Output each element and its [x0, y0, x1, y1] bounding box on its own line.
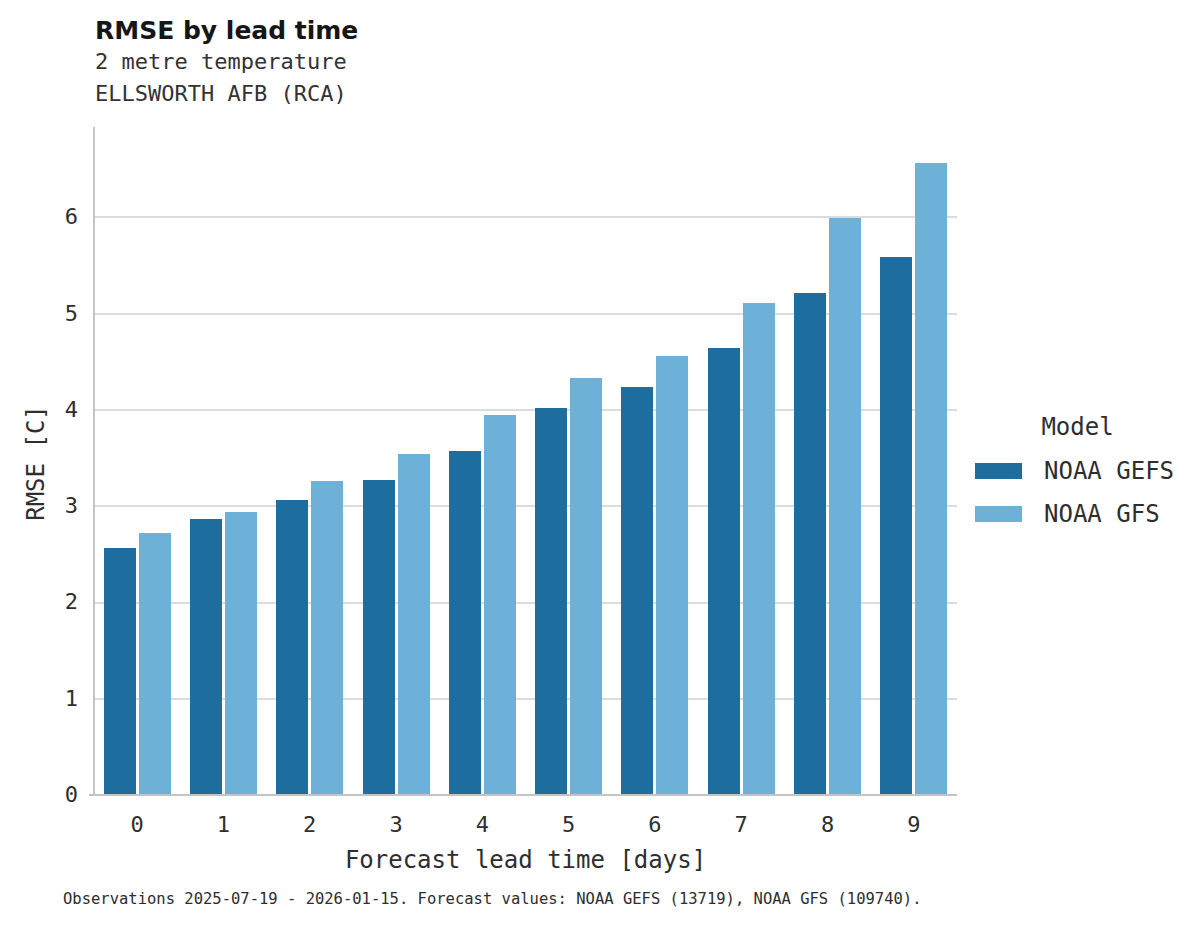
- legend-item-noaa-gfs: NOAA GFS: [975, 500, 1180, 528]
- x-tick-label: 4: [439, 812, 525, 838]
- bar-group-lead-0: [94, 127, 180, 795]
- footer-caption: Observations 2025-07-19 - 2026-01-15. Fo…: [63, 889, 922, 909]
- bar-group-lead-2: [267, 127, 353, 795]
- x-tick-label: 3: [353, 812, 439, 838]
- legend-label: NOAA GEFS: [1044, 457, 1174, 485]
- bar-group-lead-7: [698, 127, 784, 795]
- y-tick-label: 6: [18, 204, 78, 230]
- bar-noaa-gefs-lead-8: [794, 293, 826, 795]
- bar-noaa-gefs-lead-3: [363, 480, 395, 795]
- x-tick-label: 8: [784, 812, 870, 838]
- bar-noaa-gfs-lead-7: [743, 303, 775, 795]
- bar-group-lead-5: [526, 127, 612, 795]
- x-axis-label: Forecast lead time [days]: [94, 846, 957, 874]
- legend-label: NOAA GFS: [1044, 500, 1160, 528]
- bar-noaa-gefs-lead-9: [880, 257, 912, 795]
- bar-noaa-gefs-lead-4: [449, 451, 481, 795]
- bar-noaa-gfs-lead-0: [139, 533, 171, 795]
- bar-group-lead-6: [612, 127, 698, 795]
- x-tick-label: 0: [94, 812, 180, 838]
- y-tick-label: 3: [18, 493, 78, 519]
- x-tick-label: 2: [267, 812, 353, 838]
- x-tick-label: 6: [612, 812, 698, 838]
- y-tick-label: 1: [18, 686, 78, 712]
- x-tick-label: 1: [180, 812, 266, 838]
- bar-group-lead-3: [353, 127, 439, 795]
- y-tick-label: 0: [18, 782, 78, 808]
- bar-noaa-gfs-lead-2: [311, 481, 343, 795]
- y-tick-label: 4: [18, 397, 78, 423]
- bar-group-lead-8: [784, 127, 870, 795]
- chart-title: RMSE by lead time: [95, 16, 358, 46]
- bar-noaa-gefs-lead-0: [104, 548, 136, 795]
- chart-subtitle-station: ELLSWORTH AFB (RCA): [95, 78, 358, 110]
- legend: Model NOAA GEFS NOAA GFS: [975, 412, 1180, 528]
- legend-title: Model: [975, 412, 1180, 442]
- legend-rows: NOAA GEFS NOAA GFS: [975, 457, 1180, 528]
- x-tick-label: 9: [871, 812, 957, 838]
- title-block: RMSE by lead time 2 metre temperature EL…: [95, 16, 358, 110]
- bar-group-lead-1: [180, 127, 266, 795]
- y-tick-label: 2: [18, 589, 78, 615]
- y-axis-spine: [93, 127, 95, 796]
- x-tick-label: 5: [526, 812, 612, 838]
- bar-noaa-gefs-lead-6: [621, 387, 653, 795]
- bar-noaa-gefs-lead-2: [276, 500, 308, 795]
- y-tick-label: 5: [18, 301, 78, 327]
- plot-area: [94, 127, 957, 795]
- legend-swatch: [975, 506, 1022, 522]
- bar-noaa-gefs-lead-7: [708, 348, 740, 795]
- bar-noaa-gfs-lead-4: [484, 415, 516, 795]
- legend-item-noaa-gefs: NOAA GEFS: [975, 457, 1180, 485]
- bar-noaa-gfs-lead-5: [570, 378, 602, 795]
- bar-noaa-gfs-lead-3: [398, 454, 430, 795]
- bar-noaa-gefs-lead-1: [190, 519, 222, 795]
- bar-noaa-gfs-lead-6: [656, 356, 688, 795]
- bar-group-lead-9: [871, 127, 957, 795]
- bar-noaa-gfs-lead-8: [829, 218, 861, 795]
- bar-noaa-gefs-lead-5: [535, 408, 567, 795]
- x-axis-spine: [89, 794, 957, 796]
- bar-noaa-gfs-lead-9: [915, 163, 947, 795]
- chart-subtitle-variable: 2 metre temperature: [95, 46, 358, 78]
- legend-swatch: [975, 463, 1022, 479]
- x-tick-label: 7: [698, 812, 784, 838]
- bar-group-lead-4: [439, 127, 525, 795]
- chart-canvas: RMSE by lead time 2 metre temperature EL…: [0, 0, 1195, 928]
- bar-noaa-gfs-lead-1: [225, 512, 257, 795]
